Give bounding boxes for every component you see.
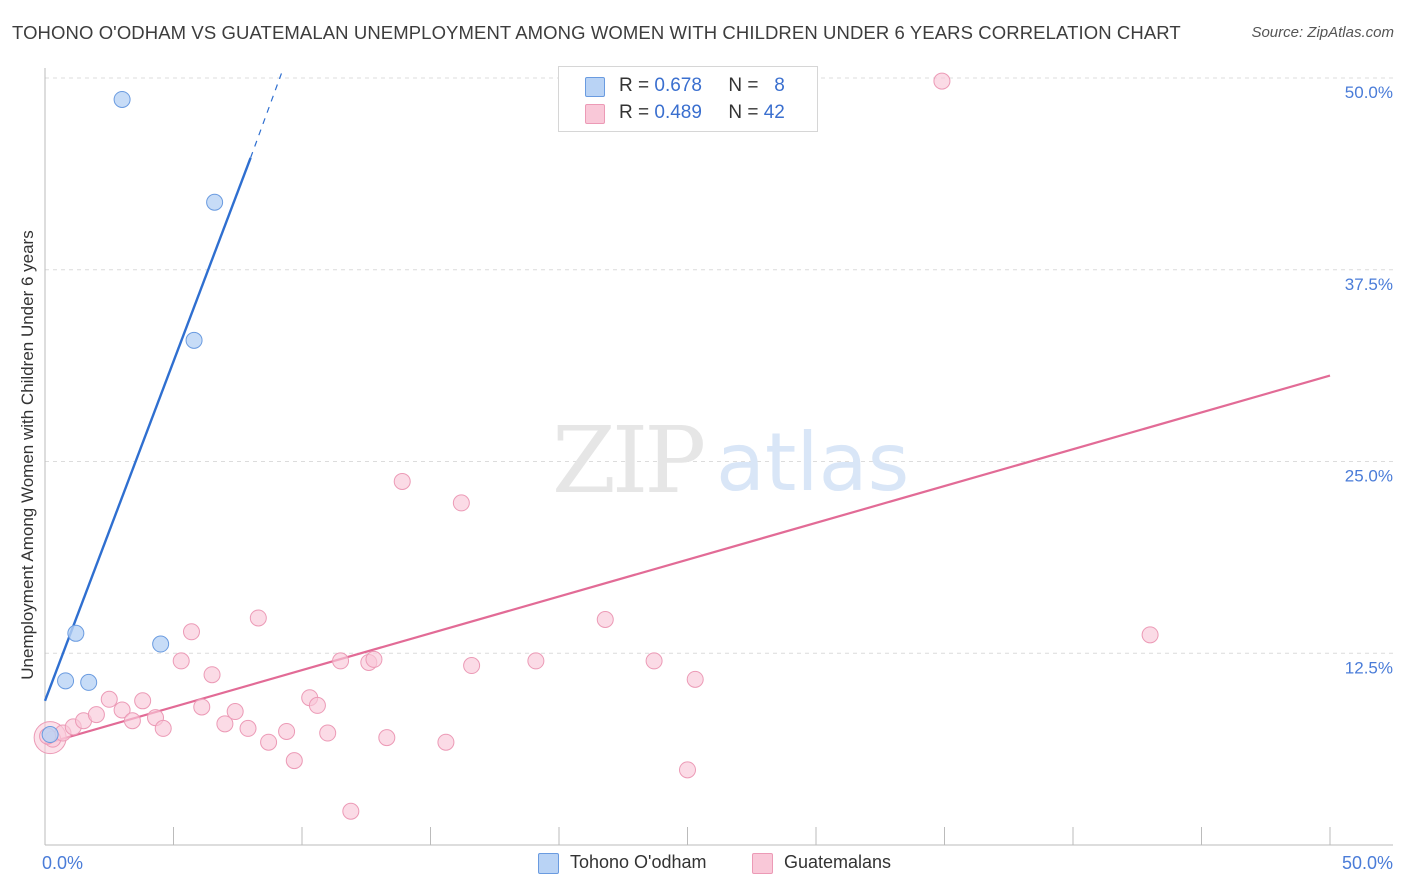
legend-r-value: 0.678 xyxy=(654,75,702,96)
point-guatemalan xyxy=(342,802,360,820)
point-guatemalan xyxy=(134,692,152,710)
legend-n-label: N = xyxy=(728,102,759,123)
y-tick-label: 25.0% xyxy=(1345,467,1393,486)
axis-layer xyxy=(44,68,1393,846)
point-guatemalan xyxy=(365,650,383,668)
label-layer: 12.5% 25.0% 37.5% 50.0% 0.0% 50.0% xyxy=(42,83,1393,873)
trend-line-tohono-extension xyxy=(250,73,283,158)
point-tohono xyxy=(152,635,170,653)
point-tohono xyxy=(113,90,131,108)
point-tohono xyxy=(41,726,59,744)
point-guatemalan xyxy=(193,698,211,716)
x-tick-label: 0.0% xyxy=(42,853,83,873)
point-guatemalan xyxy=(319,724,337,742)
point-guatemalan xyxy=(226,703,244,721)
point-guatemalan xyxy=(596,611,614,629)
legend-r-label: R = xyxy=(619,102,650,123)
point-guatemalan xyxy=(154,719,172,737)
bottom-legend-label-tohono: Tohono O'odham xyxy=(570,852,707,872)
bottom-legend-swatch-tohono xyxy=(538,853,559,874)
point-guatemalan xyxy=(260,733,278,751)
bottom-legend-label-guatemalan: Guatemalans xyxy=(784,852,892,872)
x-tick-label: 50.0% xyxy=(1342,853,1393,873)
point-guatemalan xyxy=(100,690,118,708)
watermark-atlas: atlas xyxy=(716,416,909,509)
legend-swatch-guatemalan xyxy=(585,104,605,124)
legend-r-label: R = xyxy=(619,75,650,96)
legend-r-value: 0.489 xyxy=(654,102,702,123)
legend-n-label: N = xyxy=(728,75,759,96)
chart-title: TOHONO O'ODHAM VS GUATEMALAN UNEMPLOYMEN… xyxy=(12,22,1181,43)
point-tohono xyxy=(206,193,224,211)
point-tohono xyxy=(57,672,75,690)
point-guatemalan xyxy=(1141,626,1159,644)
point-guatemalan xyxy=(679,761,696,779)
point-guatemalan xyxy=(203,666,221,684)
y-tick-label: 50.0% xyxy=(1345,83,1393,102)
point-guatemalan xyxy=(216,715,234,733)
y-tick-label: 12.5% xyxy=(1345,658,1393,677)
point-guatemalan xyxy=(249,609,267,627)
point-guatemalan xyxy=(378,729,396,747)
legend-n-value: 42 xyxy=(763,102,785,123)
point-guatemalan xyxy=(182,623,200,641)
trend-line-tohono xyxy=(43,157,252,702)
point-guatemalan xyxy=(239,719,257,737)
point-guatemalan xyxy=(332,652,350,670)
point-tohono xyxy=(67,624,85,642)
watermark-zip: ZIP xyxy=(552,407,703,514)
point-tohono xyxy=(185,331,203,349)
trend-layer xyxy=(43,73,1331,745)
bottom-legend-swatch-guatemalan xyxy=(752,853,773,874)
point-guatemalan xyxy=(87,706,105,724)
point-guatemalan xyxy=(452,494,470,512)
point-guatemalan xyxy=(308,696,326,714)
source-credit: Source: ZipAtlas.com xyxy=(1251,24,1394,41)
point-guatemalan xyxy=(527,652,545,670)
point-guatemalan xyxy=(933,72,951,90)
legend-n-value: 8 xyxy=(774,75,785,96)
point-guatemalan xyxy=(463,657,481,675)
watermark: ZIP atlas xyxy=(552,407,909,514)
point-guatemalan xyxy=(172,652,190,670)
point-layer xyxy=(33,72,1159,820)
point-guatemalan xyxy=(123,712,141,730)
legend-swatch-tohono xyxy=(585,77,605,97)
point-guatemalan xyxy=(393,472,411,490)
correlation-legend: R = 0.678 N = 8 R = 0.489 N = 42 xyxy=(558,66,818,132)
point-guatemalan xyxy=(113,701,131,719)
point-guatemalan xyxy=(645,652,663,670)
point-guatemalan xyxy=(686,670,704,688)
point-tohono xyxy=(80,673,98,691)
y-tick-label: 37.5% xyxy=(1345,275,1393,294)
trend-line-guatemalan xyxy=(44,374,1331,745)
point-guatemalan xyxy=(285,752,303,770)
point-guatemalan xyxy=(437,733,455,751)
point-guatemalan xyxy=(278,722,296,740)
